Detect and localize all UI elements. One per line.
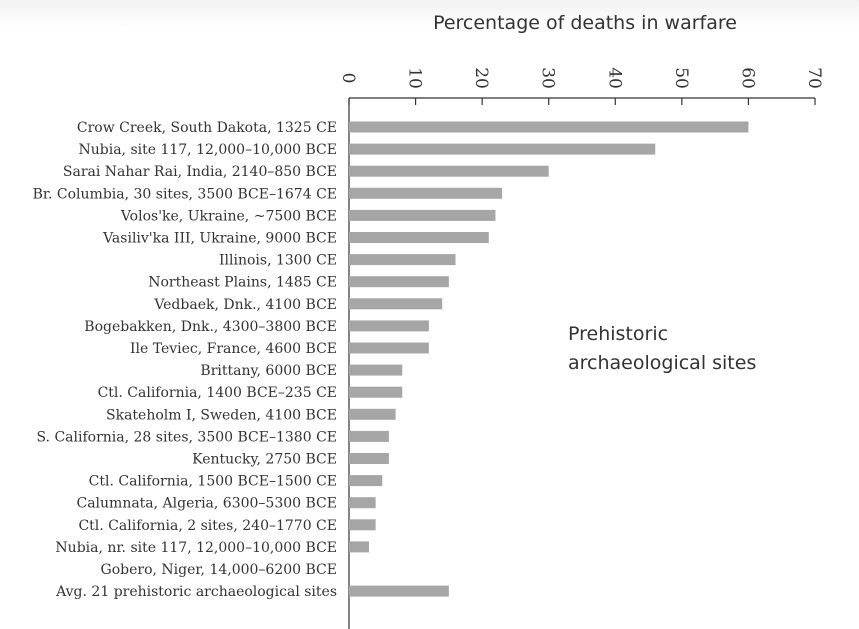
category-label: Ctl. California, 1500 BCE–1500 CE	[89, 474, 337, 490]
bar	[349, 585, 449, 597]
bar	[349, 165, 549, 177]
category-label: Illinois, 1300 CE	[219, 253, 337, 269]
category-label: Nubia, site 117, 12,000–10,000 BCE	[78, 142, 337, 158]
bar	[349, 408, 396, 420]
x-tick-label: 40	[604, 67, 624, 89]
bar	[349, 386, 403, 398]
bar	[349, 209, 496, 221]
x-tick-label: 60	[737, 67, 757, 89]
category-label: Vedbaek, Dnk., 4100 BCE	[153, 297, 337, 313]
category-label: Ctl. California, 1400 BCE–235 CE	[98, 385, 337, 401]
bar	[349, 364, 403, 376]
category-label: Vasiliv'ka III, Ukraine, 9000 BCE	[102, 231, 337, 247]
annotation-line-1: Prehistoric	[568, 323, 668, 345]
category-label: Br. Columbia, 30 sites, 3500 BCE–1674 CE	[33, 186, 337, 202]
category-label: Volos'ke, Ukraine, ~7500 BCE	[120, 208, 337, 224]
bar	[349, 320, 429, 332]
bar	[349, 519, 376, 531]
category-label: Calumnata, Algeria, 6300–5300 BCE	[76, 496, 337, 512]
x-tick-label: 30	[538, 67, 558, 89]
bar	[349, 342, 429, 354]
bar	[349, 143, 656, 155]
x-axis-title: Percentage of deaths in warfare	[433, 12, 737, 34]
category-label: Nubia, nr. site 117, 12,000–10,000 BCE	[55, 540, 337, 556]
bar	[349, 497, 376, 509]
bar	[349, 187, 503, 199]
category-label: Kentucky, 2750 BCE	[192, 452, 337, 468]
category-label: Ctl. California, 2 sites, 240–1770 CE	[78, 518, 337, 534]
category-label: Ile Teviec, France, 4600 BCE	[130, 341, 337, 357]
category-label: Sarai Nahar Rai, India, 2140–850 BCE	[63, 164, 337, 180]
x-tick-label: 0	[338, 73, 358, 84]
category-label: Brittany, 6000 BCE	[200, 363, 337, 379]
bar	[349, 453, 389, 464]
bar	[349, 232, 489, 243]
category-label: Northeast Plains, 1485 CE	[148, 275, 337, 291]
bar	[349, 298, 443, 310]
bars-group	[349, 121, 749, 597]
category-labels-group: Crow Creek, South Dakota, 1325 CE Nubia, …	[33, 120, 337, 600]
bar	[349, 430, 389, 442]
category-label: Bogebakken, Dnk., 4300–3800 BCE	[84, 319, 337, 335]
bar	[349, 254, 456, 266]
category-label: S. California, 28 sites, 3500 BCE–1380 C…	[36, 429, 337, 445]
category-label: Crow Creek, South Dakota, 1325 CE	[77, 120, 337, 136]
x-tick-label: 50	[671, 67, 691, 89]
x-axis-ticks: 0 10 20 30 40 50 60 70	[338, 67, 824, 105]
category-label: Skateholm I, Sweden, 4100 BCE	[106, 407, 337, 423]
category-label: Avg. 21 prehistoric archaeological sites	[55, 584, 337, 600]
bar	[349, 121, 749, 133]
bar	[349, 276, 449, 288]
x-tick-label: 10	[405, 67, 425, 89]
annotation-line-2: archaeological sites	[568, 352, 756, 374]
x-tick-label: 70	[804, 67, 824, 89]
x-tick-label: 20	[471, 67, 491, 89]
bar	[349, 475, 383, 487]
category-label: Gobero, Niger, 14,000–6200 BCE	[101, 562, 337, 578]
bar	[349, 541, 369, 553]
